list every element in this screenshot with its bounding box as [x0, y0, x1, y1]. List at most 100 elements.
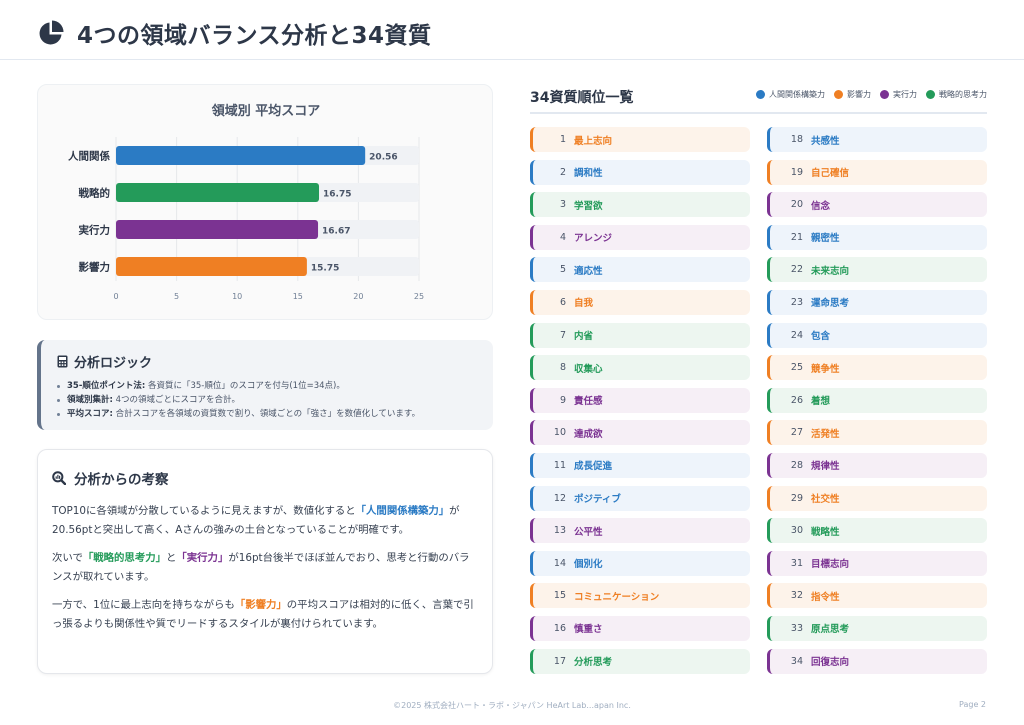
- chart-title: 領域別 平均スコア: [212, 103, 321, 119]
- ranking-strength-name: 指令性: [811, 591, 840, 603]
- ranking-strength-name: 自我: [574, 298, 594, 310]
- ranking-strength-name: 目標志向: [811, 559, 850, 571]
- highlight-relationship: 「人間関係構築力」: [355, 505, 450, 517]
- ranking-strength-name: 達成欲: [574, 428, 603, 440]
- ranking-number: 5: [559, 264, 566, 276]
- logic-item: 35-順位ポイント法: 各資質に「35-順位」のスコアを付与(1位=34点)。: [57, 379, 477, 393]
- strength-ranking-list: 1 最上志向 2 調和性 3 学習欲 4 アレンジ 5 適応性 6 自我 7 内省 8 収集心 9 責任感 10 達成…: [530, 127, 987, 674]
- ranking-strength-name: 活発性: [811, 428, 840, 440]
- chart-category-label: 人間関係: [68, 150, 110, 163]
- ranking-strength-name: 未来志向: [811, 265, 850, 277]
- ranking-number: 19: [790, 166, 803, 178]
- ranking-item: 26 着想: [767, 387, 987, 413]
- logic-item: 領域別集計: 4つの領域ごとにスコアを合計。: [57, 393, 477, 407]
- ranking-number: 21: [790, 231, 803, 243]
- ranking-number: 28: [790, 459, 803, 471]
- ranking-strength-name: 個別化: [574, 559, 603, 571]
- ranking-strength-name: 運命思考: [811, 298, 850, 310]
- legend-item-strategic: 戦略的思考力: [926, 89, 987, 100]
- ranking-strength-name: コミュニケーション: [574, 591, 660, 603]
- ranking-number: 32: [790, 590, 803, 602]
- chart-category-label: 実行力: [79, 224, 111, 237]
- ranking-item: 6 自我: [530, 289, 750, 315]
- footer-copyright: ©2025 株式会社ハート・ラボ・ジャパン HeArt Lab...apan I…: [393, 701, 631, 710]
- chart-value-label: 16.75: [323, 190, 351, 200]
- page-header: 4つの領域バランス分析と34資質: [0, 0, 1024, 60]
- ranking-item: 14 個別化: [530, 550, 750, 576]
- ranking-item: 34 回復志向: [767, 648, 987, 674]
- ranking-number: 9: [559, 394, 566, 406]
- chart-category-label: 影響力: [79, 261, 111, 274]
- ranking-number: 27: [790, 427, 803, 439]
- ranking-header: 34資質順位一覧 人間関係構築力 影響力 実行力 戦略的思考力: [530, 84, 987, 114]
- ranking-strength-name: 競争性: [811, 363, 840, 375]
- ranking-number: 30: [790, 525, 803, 537]
- ranking-strength-name: 規律性: [811, 461, 840, 473]
- ranking-item: 27 活発性: [767, 420, 987, 446]
- ranking-number: 14: [553, 557, 566, 569]
- ranking-item: 23 運命思考: [767, 289, 987, 315]
- insight-paragraph: TOP10に各領域が分散しているように見えますが、数値化すると「人間関係構築力」…: [52, 505, 460, 536]
- ranking-strength-name: アレンジ: [574, 233, 613, 245]
- analysis-logic-title: 分析ロジック: [74, 356, 153, 371]
- ranking-number: 8: [559, 362, 566, 374]
- ranking-strength-name: 社交性: [811, 494, 840, 506]
- ranking-number: 34: [790, 655, 803, 667]
- ranking-number: 6: [559, 296, 566, 308]
- ranking-strength-name: 適応性: [574, 265, 603, 277]
- ranking-strength-name: 責任感: [574, 396, 603, 408]
- ranking-number: 10: [553, 427, 566, 439]
- ranking-item: 33 原点思考: [767, 615, 987, 641]
- ranking-item: 13 公平性: [530, 518, 750, 544]
- chart-x-tick-label: 0: [113, 292, 118, 301]
- chart-bar: [116, 146, 366, 165]
- insight-card: 分析からの考察 TOP10に各領域が分散しているように見えますが、数値化すると「…: [37, 449, 493, 674]
- ranking-item: 1 最上志向: [530, 127, 750, 152]
- ranking-strength-name: 公平性: [574, 526, 603, 538]
- ranking-strength-name: 分析思考: [574, 657, 613, 668]
- ranking-item: 24 包含: [767, 322, 987, 348]
- legend-item-influencing: 影響力: [834, 89, 871, 100]
- ranking-item: 22 未来志向: [767, 257, 987, 283]
- ranking-number: 11: [553, 459, 566, 471]
- chart-bar: [116, 257, 307, 276]
- highlight-strategic: 「戦略的思考力」: [82, 552, 166, 564]
- chart-bar: [116, 220, 319, 239]
- ranking-number: 33: [790, 622, 803, 634]
- ranking-item: 19 自己確信: [767, 159, 987, 185]
- ranking-strength-name: 成長促進: [574, 461, 613, 473]
- analysis-logic-list: 35-順位ポイント法: 各資質に「35-順位」のスコアを付与(1位=34点)。 …: [57, 379, 477, 421]
- ranking-number: 22: [790, 264, 803, 276]
- ranking-strength-name: 最上志向: [574, 135, 613, 147]
- ranking-legend: 人間関係構築力 影響力 実行力 戦略的思考力: [756, 89, 987, 100]
- chart-x-tick-label: 5: [174, 292, 179, 301]
- ranking-item: 30 戦略性: [767, 518, 987, 544]
- ranking-item: 32 指令性: [767, 583, 987, 609]
- ranking-strength-name: 戦略性: [811, 526, 840, 538]
- ranking-number: 1: [559, 134, 566, 145]
- chart-bar: [116, 183, 320, 202]
- ranking-number: 24: [790, 329, 803, 341]
- ranking-strength-name: 親密性: [811, 233, 840, 245]
- ranking-number: 3: [559, 199, 566, 211]
- ranking-number: 17: [553, 655, 566, 667]
- ranking-strength-name: 着想: [811, 396, 831, 408]
- ranking-number: 13: [553, 525, 566, 537]
- ranking-strength-name: 慎重さ: [574, 624, 603, 636]
- domain-score-chart-card: 領域別 平均スコア 人間関係 20.56 戦略的 16.75 実行力 16.67 影響力 15.…: [37, 84, 493, 320]
- page-title: 4つの領域バランス分析と34資質: [77, 23, 432, 49]
- ranking-strength-name: 内省: [574, 331, 594, 343]
- ranking-number: 7: [559, 329, 566, 341]
- ranking-number: 18: [790, 134, 803, 145]
- ranking-item: 10 達成欲: [530, 420, 750, 446]
- ranking-strength-name: 回復志向: [811, 657, 850, 668]
- insight-paragraph: 一方で、1位に最上志向を持ちながらも「影響力」の平均スコアは相対的に低く、言葉で…: [52, 599, 474, 630]
- ranking-item: 3 学習欲: [530, 192, 750, 218]
- chart-x-tick-label: 25: [414, 292, 424, 301]
- ranking-item: 15 コミュニケーション: [530, 583, 750, 609]
- ranking-number: 31: [790, 557, 803, 569]
- chart-category-label: 戦略的: [79, 187, 111, 200]
- ranking-number: 23: [790, 296, 803, 308]
- chart-value-label: 20.56: [369, 153, 397, 163]
- ranking-number: 29: [790, 492, 803, 504]
